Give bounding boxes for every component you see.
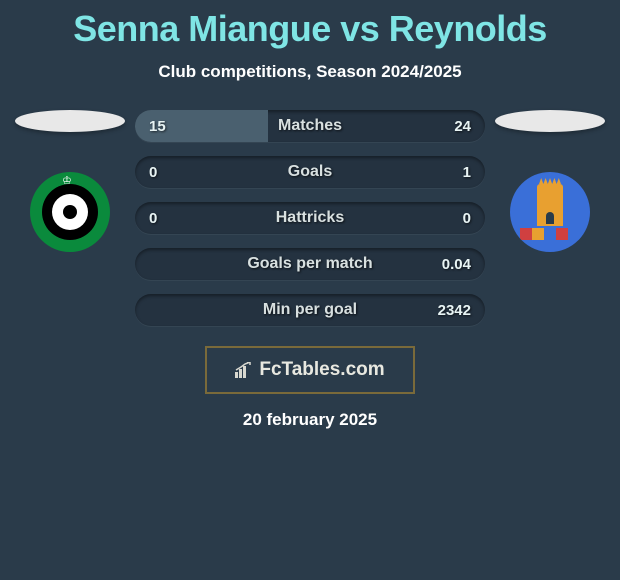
stat-label: Min per goal <box>135 301 485 319</box>
stat-row-min-per-goal: Min per goal 2342 <box>135 294 485 326</box>
stat-label: Matches <box>135 117 485 135</box>
stat-right-value: 0.04 <box>442 256 471 273</box>
stat-row-goals: 0 Goals 1 <box>135 156 485 188</box>
chart-icon <box>235 362 253 378</box>
stat-right-value: 0 <box>463 210 471 227</box>
main-row: ♔ 15 Matches 24 0 Goals 1 0 Hattricks 0 <box>0 110 620 326</box>
stat-right-value: 2342 <box>438 302 471 319</box>
club-badge-left-icon: ♔ <box>30 172 110 252</box>
stat-row-goals-per-match: Goals per match 0.04 <box>135 248 485 280</box>
page-title: Senna Miangue vs Reynolds <box>73 8 547 50</box>
stat-right-value: 24 <box>454 118 471 135</box>
stat-label: Hattricks <box>135 209 485 227</box>
club-badge-right-icon <box>510 172 590 252</box>
player-right-col <box>495 110 605 252</box>
player-right-avatar <box>495 110 605 132</box>
stat-row-hattricks: 0 Hattricks 0 <box>135 202 485 234</box>
stat-row-matches: 15 Matches 24 <box>135 110 485 142</box>
brand-badge[interactable]: FcTables.com <box>205 346 414 394</box>
stat-label: Goals <box>135 163 485 181</box>
player-left-avatar <box>15 110 125 132</box>
player-left-col: ♔ <box>15 110 125 252</box>
date-label: 20 february 2025 <box>243 410 377 430</box>
stat-label: Goals per match <box>135 255 485 273</box>
comparison-card: Senna Miangue vs Reynolds Club competiti… <box>0 0 620 430</box>
brand-text: FcTables.com <box>259 359 384 381</box>
stat-right-value: 1 <box>463 164 471 181</box>
stats-column: 15 Matches 24 0 Goals 1 0 Hattricks 0 Go… <box>135 110 485 326</box>
page-subtitle: Club competitions, Season 2024/2025 <box>158 62 461 82</box>
